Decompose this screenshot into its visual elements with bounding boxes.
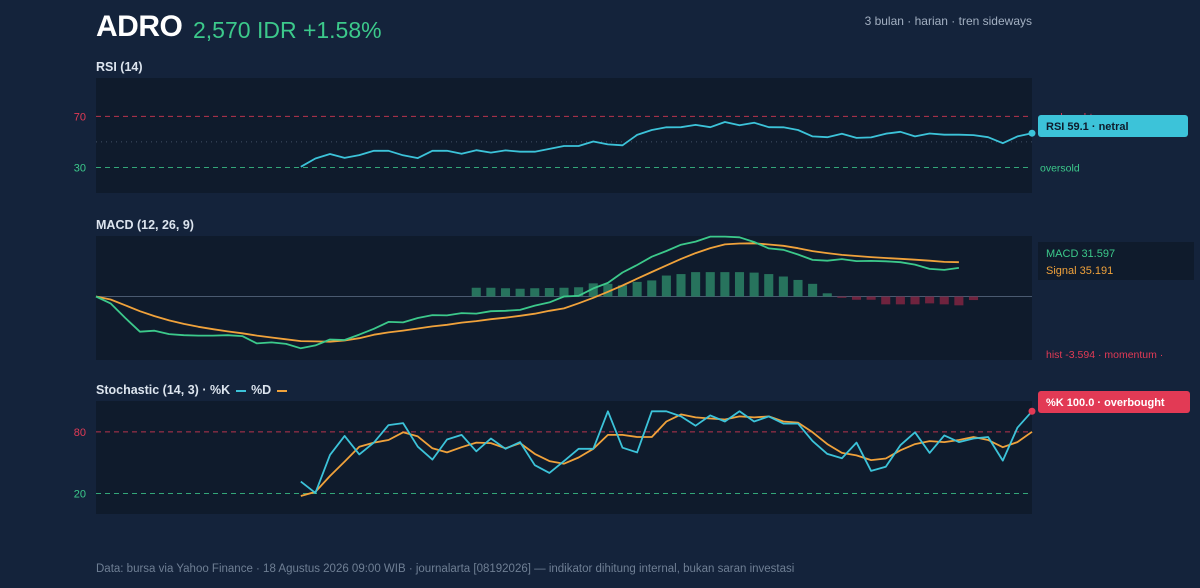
macd-hist-bar <box>793 279 803 297</box>
rsi-y-tick: 30 <box>74 162 86 174</box>
macd-hist-bar <box>968 296 979 301</box>
stoch-y-tick: 80 <box>74 427 86 439</box>
macd-hist-bar <box>778 276 788 297</box>
macd-hist-bar <box>837 296 847 298</box>
stochastic-title: Stochastic (14, 3) · %K %D <box>96 383 289 397</box>
macd-hist-bar <box>691 272 701 297</box>
signal-value-label: Signal 35.191 <box>1046 265 1113 277</box>
stochastic-title-text: Stochastic (14, 3) <box>96 383 199 397</box>
stochastic-chart: 20 80 %K 100.0 · overbought <box>74 391 1190 500</box>
macd-signal-line <box>95 242 959 343</box>
legend-k-swatch <box>235 389 246 392</box>
macd-hist-bar <box>866 296 876 300</box>
macd-hist-bar <box>515 288 525 297</box>
macd-hist-bar <box>925 296 935 304</box>
macd-hist-bar <box>749 272 759 297</box>
macd-hist-bar <box>705 272 715 297</box>
stoch-last-label: %K 100.0 · overbought <box>1046 397 1165 409</box>
macd-hist-bar <box>544 288 554 297</box>
stoch-last-label-bg <box>1038 391 1190 413</box>
macd-hist-bar <box>486 287 496 297</box>
legend-k-label: · %K <box>202 383 231 397</box>
macd-value-label: MACD 31.597 <box>1046 248 1115 260</box>
macd-title: MACD (12, 26, 9) <box>96 218 194 232</box>
rsi-last-point <box>1028 129 1036 137</box>
macd-hist-bar <box>647 280 657 297</box>
macd-hist-bar <box>661 275 671 297</box>
macd-hist-bar <box>822 293 832 297</box>
macd-panel <box>96 236 1032 360</box>
footer-source: Data: bursa via Yahoo Finance · 18 Agust… <box>96 563 795 575</box>
macd-hist-bar <box>676 274 686 297</box>
stochastic-panel <box>96 401 1032 514</box>
macd-hist-bar <box>500 288 511 297</box>
stoch-d-line <box>300 413 1033 497</box>
macd-hist-bar <box>881 296 891 305</box>
rsi-last-label-bg <box>1038 115 1188 137</box>
macd-hist-bar <box>764 274 774 297</box>
macd-hist-bar <box>954 296 964 306</box>
macd-label-box <box>1038 242 1194 280</box>
macd-chart: MACD 31.597 Signal 35.191 hist -3.594 · mo… <box>95 235 1163 361</box>
macd-hist-bar <box>808 283 818 297</box>
macd-hist-bar <box>588 283 598 297</box>
macd-hist-bar <box>471 287 481 297</box>
macd-hist-bar <box>910 296 920 305</box>
macd-line <box>95 235 960 350</box>
rsi-title: RSI (14) <box>96 60 143 74</box>
price-change: 2,570 IDR +1.58% <box>193 17 382 43</box>
macd-hist-bar <box>734 272 745 297</box>
macd-hist-bar <box>559 287 569 297</box>
chart-meta: 3 bulan · harian · tren sideways <box>864 14 1032 28</box>
rsi-panel <box>96 78 1032 193</box>
stoch-last-point <box>1028 407 1036 415</box>
rsi-y-tick: 70 <box>74 111 86 123</box>
macd-hist-bar <box>720 272 730 297</box>
macd-hist-bar <box>632 281 642 297</box>
legend-d-swatch <box>276 389 287 392</box>
rsi-ref-label: oversold <box>1040 162 1080 174</box>
rsi-chart: overboughtoversold3070RSI 59.1 · netral <box>74 111 1188 174</box>
hist-value-label: hist -3.594 · momentum · <box>1046 349 1163 361</box>
stoch-k-line <box>300 410 1033 494</box>
stoch-y-tick: 20 <box>74 488 86 500</box>
macd-hist-bar <box>617 285 628 297</box>
ticker-symbol: ADRO <box>96 10 183 43</box>
rsi-line <box>300 121 1033 168</box>
macd-hist-bar <box>851 296 862 300</box>
macd-hist-bar <box>530 288 540 297</box>
macd-hist-bar <box>895 296 905 305</box>
macd-hist-bar <box>603 283 613 297</box>
rsi-last-label: RSI 59.1 · netral <box>1046 121 1129 133</box>
legend-d-label: %D <box>251 383 272 397</box>
macd-hist-bar <box>574 287 584 297</box>
macd-hist-bar <box>939 296 949 305</box>
